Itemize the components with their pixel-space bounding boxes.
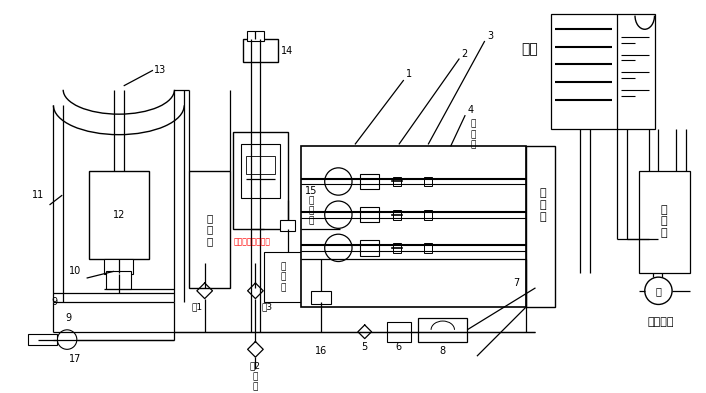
- Bar: [246, 156, 275, 174]
- Text: 15: 15: [305, 186, 317, 196]
- Text: 9: 9: [52, 298, 57, 307]
- Circle shape: [645, 277, 672, 305]
- Bar: [360, 207, 379, 222]
- Bar: [311, 291, 330, 305]
- Text: 阀1: 阀1: [191, 302, 203, 311]
- Text: 阀3: 阀3: [261, 302, 273, 311]
- Bar: [280, 220, 295, 231]
- Text: 1: 1: [405, 69, 412, 79]
- Bar: [28, 334, 57, 345]
- Text: 来自水池: 来自水池: [647, 317, 674, 327]
- Bar: [393, 210, 401, 220]
- Bar: [419, 318, 467, 342]
- Text: 江苏华之德仪表厂: 江苏华之德仪表厂: [234, 237, 271, 246]
- Circle shape: [57, 330, 77, 349]
- Text: 4: 4: [468, 105, 474, 115]
- Bar: [106, 271, 131, 289]
- Text: 放
气
口: 放 气 口: [470, 120, 476, 150]
- Circle shape: [325, 234, 352, 261]
- Bar: [301, 146, 526, 307]
- Bar: [360, 240, 379, 256]
- Text: 去
装
置: 去 装 置: [540, 188, 546, 222]
- Bar: [243, 39, 278, 62]
- Circle shape: [325, 201, 352, 228]
- Text: 3: 3: [488, 31, 493, 41]
- Text: 2: 2: [461, 49, 467, 59]
- Text: 17: 17: [68, 354, 81, 364]
- Text: 9: 9: [66, 313, 72, 323]
- Text: 回
水
池: 回 水 池: [206, 213, 213, 246]
- Text: 回
水
池: 回 水 池: [661, 205, 668, 238]
- Bar: [387, 322, 411, 342]
- Bar: [526, 146, 555, 307]
- Bar: [104, 259, 133, 274]
- Text: 10: 10: [68, 266, 81, 276]
- Text: 14: 14: [280, 46, 293, 56]
- Text: 放
气
口: 放 气 口: [309, 196, 313, 226]
- Bar: [424, 243, 432, 253]
- Bar: [551, 14, 654, 129]
- Bar: [233, 132, 287, 229]
- Text: 回
水
池: 回 水 池: [280, 262, 285, 292]
- Bar: [393, 176, 401, 186]
- Text: 11: 11: [32, 190, 44, 200]
- Text: 5: 5: [361, 342, 368, 353]
- Text: 8: 8: [440, 346, 445, 356]
- Bar: [393, 243, 401, 253]
- Bar: [360, 174, 379, 189]
- Bar: [246, 31, 264, 41]
- Text: 13: 13: [154, 65, 166, 75]
- Text: 泵: 泵: [655, 286, 662, 296]
- Text: 水塔: 水塔: [521, 42, 538, 56]
- Bar: [424, 176, 432, 186]
- Circle shape: [325, 168, 352, 195]
- Text: 12: 12: [113, 210, 125, 220]
- Bar: [424, 210, 432, 220]
- Bar: [189, 171, 230, 288]
- Text: 阀2
放
空: 阀2 放 空: [250, 362, 261, 391]
- Text: 7: 7: [513, 278, 519, 288]
- Bar: [88, 171, 149, 259]
- Bar: [264, 252, 301, 303]
- Bar: [639, 171, 690, 273]
- Bar: [241, 144, 280, 198]
- Text: 16: 16: [315, 346, 327, 356]
- Text: 6: 6: [396, 342, 402, 353]
